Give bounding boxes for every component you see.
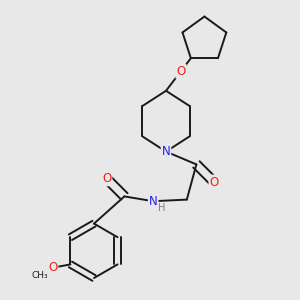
Text: CH₃: CH₃ (31, 271, 48, 280)
Text: O: O (176, 65, 185, 78)
Text: H: H (158, 203, 166, 213)
Text: O: O (48, 261, 58, 274)
Text: N: N (162, 145, 170, 158)
Text: O: O (102, 172, 111, 185)
Text: O: O (209, 176, 219, 188)
Text: N: N (149, 195, 158, 208)
